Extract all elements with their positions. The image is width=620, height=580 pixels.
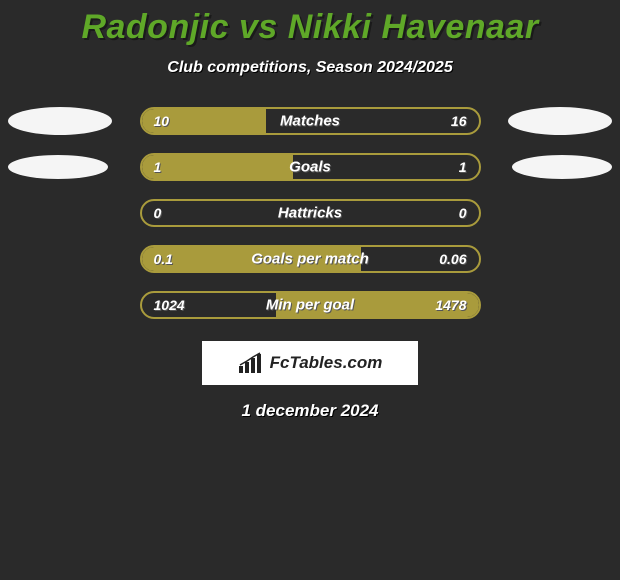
player-badge-left: [8, 155, 108, 179]
stat-row: 1 1 Goals: [0, 153, 620, 181]
bar-fill-left: [142, 155, 294, 179]
stat-value-right: 1: [459, 159, 467, 175]
stat-value-right: 0.06: [439, 251, 466, 267]
player-badge-right: [508, 107, 612, 135]
brand-badge: FcTables.com: [202, 341, 418, 385]
player-badge-left: [8, 107, 112, 135]
stat-value-left: 0.1: [154, 251, 173, 267]
stat-row: 0 0 Hattricks: [0, 199, 620, 227]
stat-value-left: 1024: [154, 297, 185, 313]
stat-value-right: 1478: [435, 297, 466, 313]
stat-label: Goals: [289, 159, 331, 176]
brand-text: FcTables.com: [270, 353, 383, 373]
stat-label: Min per goal: [266, 297, 354, 314]
subtitle: Club competitions, Season 2024/2025: [0, 59, 620, 77]
stat-row: 1024 1478 Min per goal: [0, 291, 620, 319]
stat-label: Matches: [280, 113, 340, 130]
stat-bar: 1 1 Goals: [140, 153, 481, 181]
stat-value-left: 10: [154, 113, 170, 129]
player-badge-right: [512, 155, 612, 179]
stat-bar: 0 0 Hattricks: [140, 199, 481, 227]
stat-bar: 10 16 Matches: [140, 107, 481, 135]
stat-value-right: 16: [451, 113, 467, 129]
page-title: Radonjic vs Nikki Havenaar: [0, 8, 620, 47]
chart-icon: [238, 352, 264, 374]
stat-row: 10 16 Matches: [0, 107, 620, 135]
stat-value-left: 0: [154, 205, 162, 221]
stat-label: Goals per match: [251, 251, 369, 268]
stat-row: 0.1 0.06 Goals per match: [0, 245, 620, 273]
stat-value-left: 1: [154, 159, 162, 175]
comparison-infographic: Radonjic vs Nikki Havenaar Club competit…: [0, 0, 620, 421]
date-label: 1 december 2024: [0, 401, 620, 421]
stat-bar: 1024 1478 Min per goal: [140, 291, 481, 319]
stat-label: Hattricks: [278, 205, 342, 222]
stat-rows: 10 16 Matches 1 1 Goals 0 0 Hattricks 0.1 0.06 Goal…: [0, 107, 620, 319]
stat-bar: 0.1 0.06 Goals per match: [140, 245, 481, 273]
stat-value-right: 0: [459, 205, 467, 221]
